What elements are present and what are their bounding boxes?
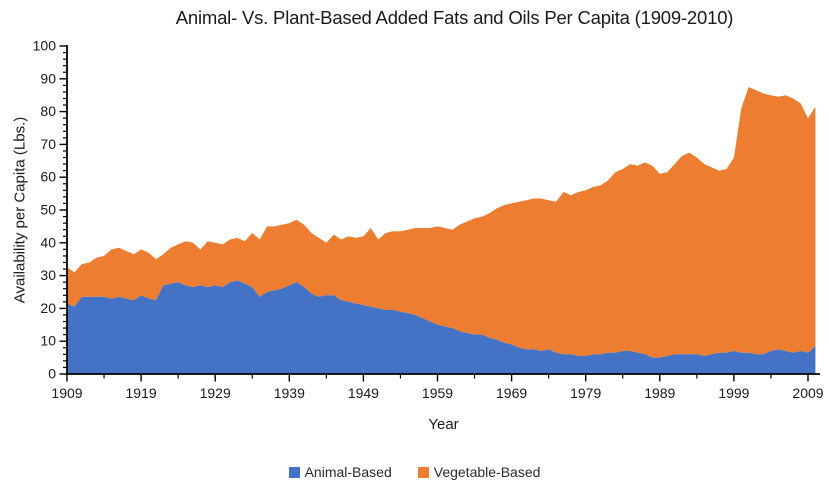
y-tick-label: 0 bbox=[48, 366, 56, 382]
x-tick-label: 1919 bbox=[126, 385, 157, 401]
y-tick-label: 70 bbox=[40, 136, 56, 152]
legend-item-vegetable-based: Vegetable-Based bbox=[417, 464, 541, 480]
y-tick-label: 10 bbox=[40, 333, 56, 349]
legend-swatch-animal-icon bbox=[288, 466, 300, 478]
y-tick-label: 50 bbox=[40, 202, 56, 218]
y-tick-label: 40 bbox=[40, 234, 56, 250]
x-tick-label: 1939 bbox=[274, 385, 305, 401]
x-tick-label: 1949 bbox=[348, 385, 379, 401]
x-tick-label: 1999 bbox=[718, 385, 749, 401]
y-tick-label: 30 bbox=[40, 267, 56, 283]
y-tick-label: 100 bbox=[33, 38, 57, 54]
x-tick-label: 1989 bbox=[644, 385, 675, 401]
x-tick-label: 1909 bbox=[51, 385, 82, 401]
animal-based-area bbox=[67, 280, 816, 374]
x-tick-label: 2009 bbox=[792, 385, 823, 401]
x-tick-label: 1959 bbox=[422, 385, 453, 401]
legend-swatch-vegetable-icon bbox=[417, 466, 429, 478]
y-tick-label: 60 bbox=[40, 169, 56, 185]
x-axis-title: Year bbox=[428, 416, 459, 433]
y-tick-label: 80 bbox=[40, 103, 56, 119]
legend-label-animal: Animal-Based bbox=[304, 464, 392, 480]
x-tick-label: 1929 bbox=[200, 385, 231, 401]
legend-label-vegetable: Vegetable-Based bbox=[433, 464, 541, 480]
vegetable-based-area bbox=[67, 87, 816, 358]
x-tick-label: 1969 bbox=[496, 385, 527, 401]
chart-title: Animal- Vs. Plant-Based Added Fats and O… bbox=[175, 7, 734, 28]
legend-item-animal-based: Animal-Based bbox=[288, 464, 392, 480]
y-tick-label: 90 bbox=[40, 70, 56, 86]
legend: Animal-Based Vegetable-Based bbox=[0, 464, 829, 480]
y-axis-title: Availability per Capita (Lbs.) bbox=[11, 116, 29, 304]
y-tick-label: 20 bbox=[40, 300, 56, 316]
x-tick-label: 1979 bbox=[570, 385, 601, 401]
